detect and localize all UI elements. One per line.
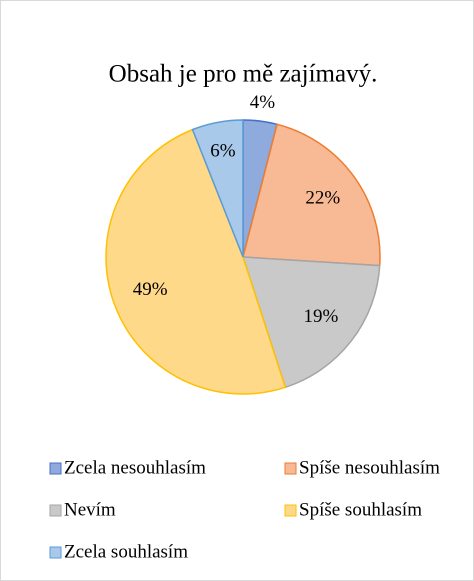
pie-slice (241, 256, 381, 389)
legend-label: Spíše souhlasím (299, 499, 422, 520)
legend-label: Nevím (64, 499, 116, 520)
legend-label: Zcela nesouhlasím (64, 457, 206, 478)
pie-slice (105, 128, 287, 395)
pie-slice (191, 119, 244, 258)
pie-slice (242, 123, 381, 267)
data-label: 49% (133, 279, 168, 300)
legend-swatch (49, 504, 62, 517)
legend-swatch (49, 462, 62, 475)
data-label: 6% (210, 140, 236, 161)
legend-label: Spíše nesouhlasím (299, 457, 440, 478)
legend-label: Zcela souhlasím (64, 541, 188, 562)
legend-swatch (284, 504, 297, 517)
chart-title: Obsah je pro mě zajímavý. (109, 61, 378, 88)
data-label: 19% (304, 306, 339, 327)
data-label: 22% (305, 187, 340, 208)
data-label: 4% (250, 92, 276, 113)
legend-swatch (284, 462, 297, 475)
legend-swatch (49, 546, 62, 559)
